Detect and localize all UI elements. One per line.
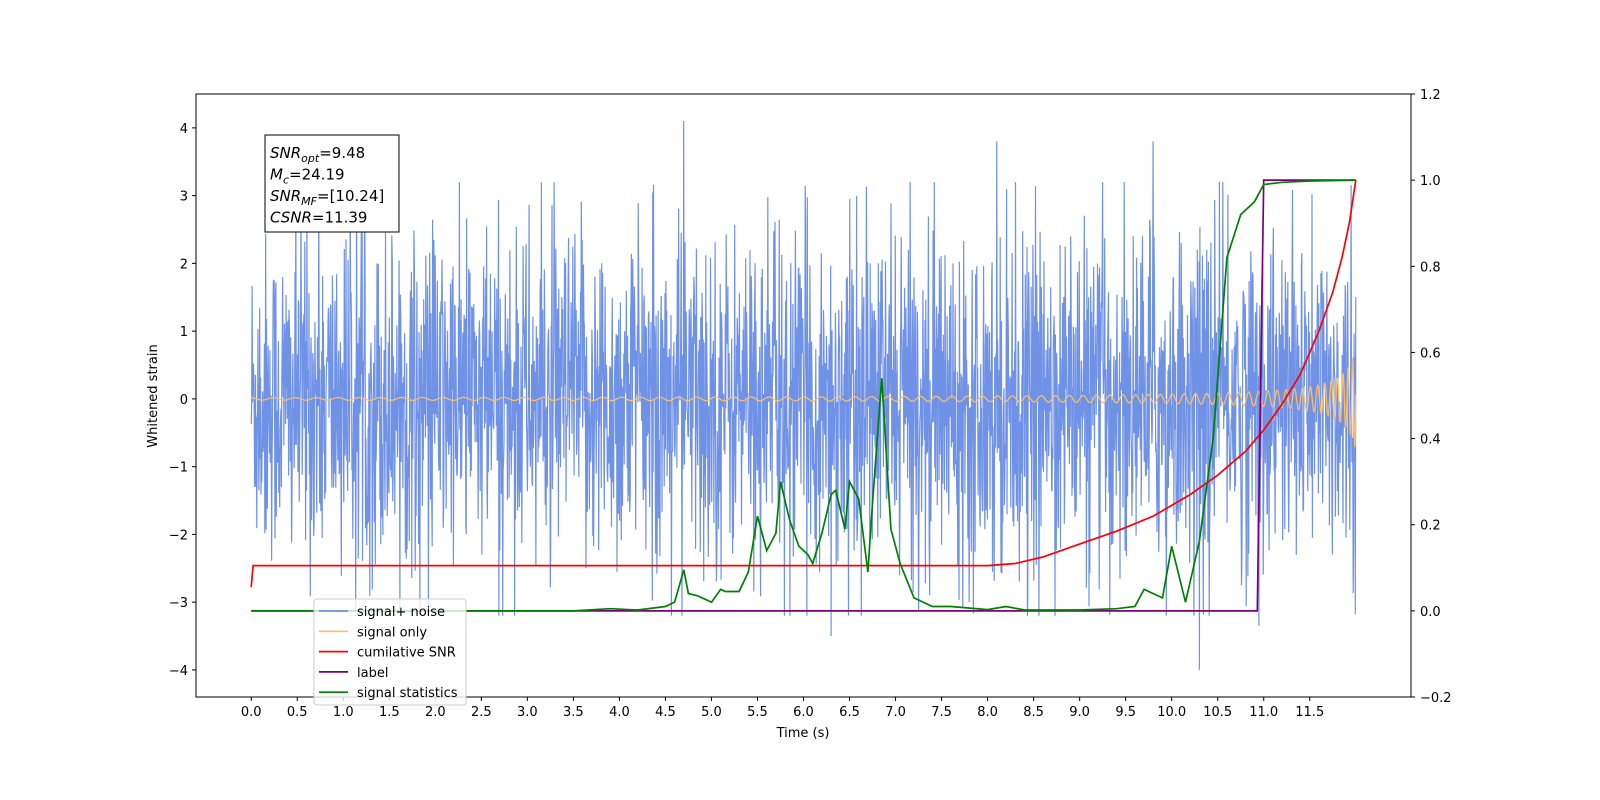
x-tick-label: 2.5 — [471, 705, 492, 720]
x-tick-label: 4.0 — [609, 705, 630, 720]
series-signal-statistics — [251, 179, 1356, 612]
y2-tick-label: 0.8 — [1420, 260, 1441, 275]
y-axis-left: −4 −3 −2 −1 0 1 2 3 4 — [169, 122, 196, 679]
x-tick-label: 8.5 — [1023, 705, 1044, 720]
x-tick-label: 9.0 — [1069, 705, 1090, 720]
x-tick-label: 10.0 — [1157, 705, 1186, 720]
y-axis-right: −0.2 0.0 0.2 0.4 0.6 0.8 1.0 1.2 — [1411, 88, 1452, 706]
legend-entry: label — [357, 666, 388, 681]
x-axis: 0.0 0.5 1.0 1.5 2.0 2.5 3.0 3.5 4.0 4.5 5.0 5.5 6.0 6… — [241, 697, 1324, 720]
legend-entry: signal only — [357, 625, 427, 640]
y-tick-label: 0 — [180, 393, 188, 408]
y-tick-label: −2 — [169, 528, 188, 543]
y2-tick-label: 0.2 — [1420, 519, 1441, 534]
x-tick-label: 11.5 — [1295, 705, 1324, 720]
x-axis-title: Time (s) — [776, 726, 830, 741]
x-tick-label: 5.5 — [747, 705, 768, 720]
stats-line: Mc=24.19 — [270, 166, 345, 187]
x-tick-label: 5.0 — [701, 705, 722, 720]
y-tick-label: 3 — [180, 190, 188, 205]
legend: signal+ noise signal only cumilative SNR la… — [313, 598, 467, 706]
legend-entry: cumilative SNR — [357, 646, 456, 661]
series-signal-only — [251, 357, 1357, 448]
y-tick-label: 1 — [180, 325, 188, 340]
y2-tick-label: 1.0 — [1420, 174, 1441, 189]
x-tick-label: 10.5 — [1203, 705, 1232, 720]
y2-tick-label: 0.0 — [1420, 605, 1441, 620]
y2-tick-label: 0.6 — [1420, 346, 1441, 361]
y-tick-label: 2 — [180, 257, 188, 272]
stats-line: CSNR=11.39 — [270, 209, 367, 227]
legend-entry: signal+ noise — [357, 605, 445, 620]
x-tick-label: 6.0 — [793, 705, 814, 720]
stats-box-frame — [264, 134, 400, 233]
x-tick-label: 11.0 — [1249, 705, 1278, 720]
legend-frame — [313, 598, 467, 706]
y-tick-label: −4 — [169, 664, 188, 679]
series-label — [251, 179, 1356, 612]
x-tick-label: 3.5 — [563, 705, 584, 720]
x-tick-label: 0.5 — [287, 705, 308, 720]
legend-entry: signal statistics — [357, 686, 458, 701]
x-tick-label: 2.0 — [425, 705, 446, 720]
stats-annotation-box: SNRopt=9.48Mc=24.19SNRMF=[10.24]CSNR=11.… — [264, 134, 400, 233]
y-axis-title: Whitened strain — [146, 344, 161, 447]
x-tick-label: 6.5 — [839, 705, 860, 720]
y2-tick-label: 1.2 — [1420, 88, 1441, 103]
y2-tick-label: −0.2 — [1420, 691, 1452, 706]
stats-line: SNRMF=[10.24] — [270, 187, 384, 208]
x-tick-label: 8.0 — [977, 705, 998, 720]
plot-area — [250, 121, 1357, 670]
y2-tick-label: 0.4 — [1420, 433, 1441, 448]
x-tick-label: 7.0 — [885, 705, 906, 720]
x-tick-label: 9.5 — [1115, 705, 1136, 720]
x-tick-label: 1.5 — [379, 705, 400, 720]
series-signal-plus-noise — [250, 121, 1357, 670]
x-tick-label: 4.5 — [655, 705, 676, 720]
stats-line: SNRopt=9.48 — [270, 144, 365, 165]
x-tick-label: 1.0 — [333, 705, 354, 720]
x-tick-label: 3.0 — [517, 705, 538, 720]
x-tick-label: 0.0 — [241, 705, 262, 720]
y-tick-label: 4 — [180, 122, 188, 137]
y-tick-label: −1 — [169, 461, 188, 476]
x-tick-label: 7.5 — [931, 705, 952, 720]
y-tick-label: −3 — [169, 596, 188, 611]
series-cumilative-snr — [250, 179, 1357, 588]
